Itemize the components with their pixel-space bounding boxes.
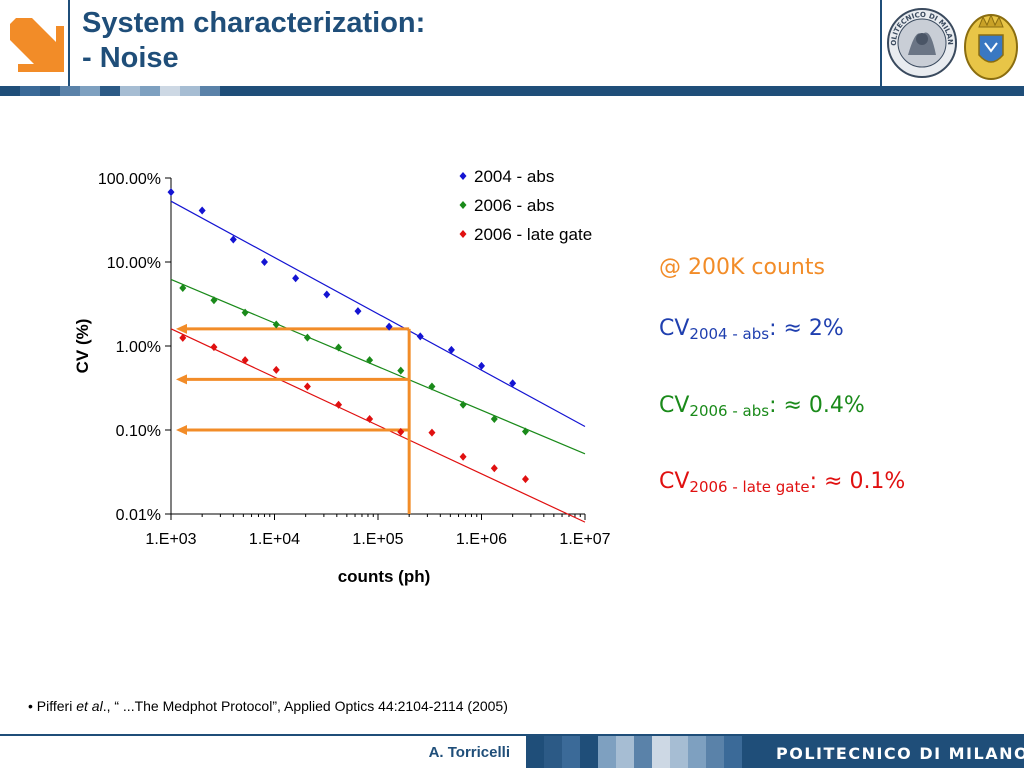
footer-line [0,734,1024,736]
data-point [335,343,343,352]
data-point [490,464,498,473]
reference-authors: • Pifferi [28,698,77,714]
annotation-value: : ≈ 0.4% [769,393,865,418]
annotation-prefix: CV [659,393,690,418]
x-axis-label: counts (ph) [338,567,431,586]
footer-band-squares [526,736,742,768]
x-tick-label: 1.E+04 [249,531,300,548]
data-point [210,296,218,305]
title-divider [68,0,70,86]
reference-citation: • Pifferi et al., “ ...The Medphot Proto… [28,698,508,714]
data-point [459,452,467,461]
data-point [428,428,436,437]
reference-details: ., “ ...The Medphot Protocol”, Applied O… [102,698,508,714]
annotation-value: : ≈ 2% [769,316,844,341]
annotation-subscript: 2006 - abs [689,402,770,420]
data-point [272,320,280,329]
chart-trend-lines [170,200,586,523]
data-point [366,356,374,365]
y-tick-label: 0.10% [116,423,161,440]
annotation-heading: @ 200K counts [659,255,825,280]
data-point [179,284,187,293]
annotation-subscript: 2006 - late gate [689,478,810,496]
data-point [490,415,498,424]
guide-arrowhead [176,323,187,334]
data-point [260,258,268,266]
data-point [303,333,311,342]
legend-label: 2006 - late gate [474,225,592,244]
legend-label: 2006 - abs [474,196,554,215]
legend-marker [459,172,467,180]
slide-title-line1: System characterization: [82,7,426,39]
annotation-cv-2006-late-gate: CV2006 - late gate: ≈ 0.1% [659,469,905,496]
data-point [354,307,362,316]
data-point [416,332,424,341]
chart-points [167,188,529,484]
footer-author: A. Torricelli [428,744,510,761]
y-tick-label: 100.00% [98,171,161,188]
data-point [509,379,517,388]
reference-etal: et al [76,698,103,714]
header-band [0,86,1024,96]
header-band-squares [0,86,220,96]
noise-chart: 1.E+03 1.E+04 1.E+05 1.E+06 1.E+07 0.01% 0.10%… [73,167,611,586]
data-point [521,475,529,484]
annotation-cv-2006-abs: CV2006 - abs: ≈ 0.4% [659,393,865,420]
data-point [272,365,280,374]
data-point [459,400,467,409]
data-point [167,188,175,197]
data-point [447,345,455,354]
data-point [179,333,187,342]
data-point [335,400,343,409]
legend-marker [459,230,467,238]
data-point [210,343,218,352]
annotation-prefix: CV [659,316,690,341]
data-point [241,356,249,365]
guide-arrowhead [176,374,187,385]
data-point [366,415,374,424]
x-tick-label: 1.E+05 [352,531,403,548]
coat-of-arms-logo [964,13,1018,80]
politecnico-seal-logo: POLITECNICO DI MILANO [886,5,957,78]
legend-marker [459,201,467,209]
chart-legend: 2004 - abs 2006 - abs 2006 - late gate [459,167,592,244]
data-point [323,290,331,299]
chart-labels: 1.E+03 1.E+04 1.E+05 1.E+06 1.E+07 0.01% 0.10%… [73,171,611,586]
data-point [397,366,405,375]
data-point [229,235,237,244]
x-tick-label: 1.E+07 [559,531,610,548]
data-point [521,427,529,436]
trend-line-2004---abs [170,200,586,428]
y-tick-label: 0.01% [116,507,161,524]
data-point [198,206,206,215]
trend-line-2006---abs [170,278,586,455]
annotation-cv-2004-abs: CV2004 - abs: ≈ 2% [659,316,844,343]
annotation-prefix: CV [659,469,690,494]
x-tick-label: 1.E+03 [145,531,196,548]
data-point [428,382,436,391]
chart-guide-lines [176,323,411,514]
data-point [303,382,311,391]
legend-label: 2004 - abs [474,167,554,186]
footer-brand: POLITECNICO DI MILANO [776,744,1024,763]
data-point [241,308,249,317]
annotation-subscript: 2004 - abs [689,325,770,343]
y-tick-label: 1.00% [116,339,161,356]
slide-title: System characterization: - Noise [82,6,425,76]
data-point [397,427,405,436]
y-tick-label: 10.00% [107,255,161,272]
politecnico-arrow-logo [10,18,64,72]
guide-arrowhead [176,425,187,435]
annotation-value: : ≈ 0.1% [809,469,906,494]
y-axis-label: CV (%) [73,319,92,374]
data-point [292,274,300,283]
slide-title-line2: - Noise [82,42,179,74]
data-point [478,361,485,370]
data-point [385,322,393,331]
x-tick-label: 1.E+06 [456,531,507,548]
chart-axes [165,177,586,520]
trend-line-2006---late-gate [170,328,586,523]
seal-divider [880,0,882,86]
